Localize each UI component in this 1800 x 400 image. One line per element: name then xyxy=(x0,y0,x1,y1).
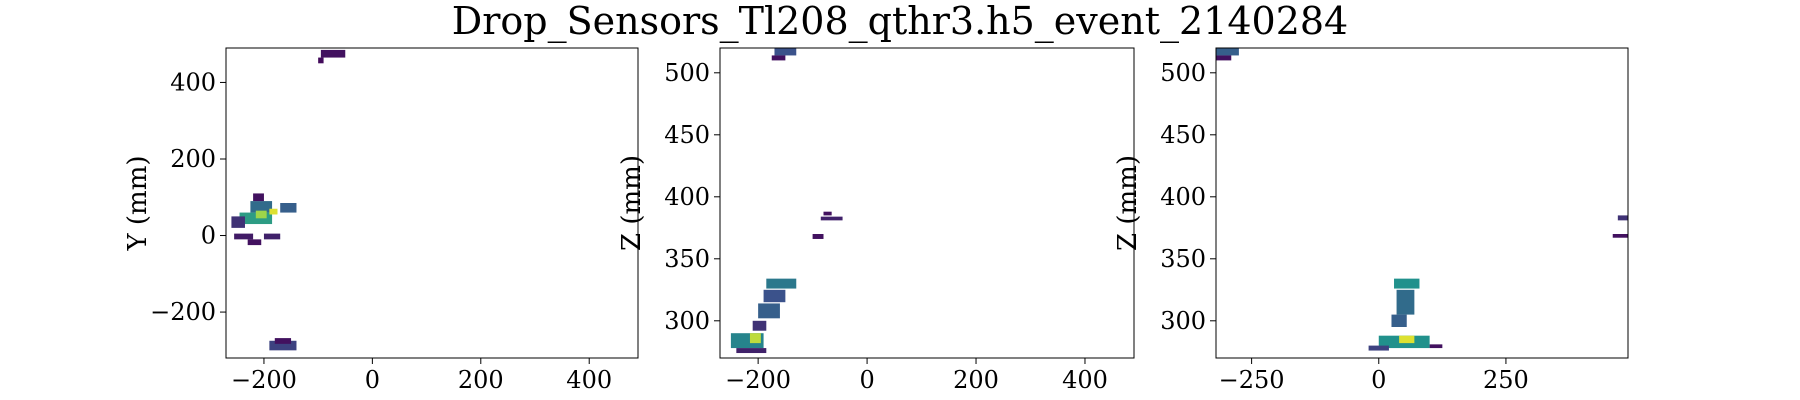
x-tick-label: 200 xyxy=(953,366,999,394)
heatmap-cell xyxy=(231,216,245,228)
y-axis-label: Z (mm) xyxy=(1113,155,1143,251)
panel-xy: −200 0 200 400 −200 0 200 400 Y (mm) xyxy=(123,47,639,394)
y-tick-label: 400 xyxy=(664,183,710,211)
heatmap-cell xyxy=(812,234,824,239)
x-tick-label: 200 xyxy=(458,366,504,394)
y-tick-label: 300 xyxy=(664,307,710,335)
heatmap-cell xyxy=(1399,335,1415,344)
heatmap-cell xyxy=(269,208,278,215)
y-axis-label: Z (mm) xyxy=(617,155,647,251)
heatmap-cell xyxy=(1394,278,1420,289)
y-tick-label: 350 xyxy=(664,245,710,273)
heatmap-cell xyxy=(255,210,267,219)
heatmap-cell xyxy=(320,49,346,58)
heatmap-cell xyxy=(736,348,767,354)
heatmap-cell xyxy=(274,338,292,344)
y-tick-label: 400 xyxy=(170,68,216,96)
plot-frame xyxy=(719,47,1135,359)
heatmap-cell xyxy=(250,201,273,213)
y-tick-label: 500 xyxy=(1160,59,1206,87)
heatmap-cell xyxy=(1617,215,1628,221)
heatmap-cell xyxy=(823,211,832,216)
heatmap-cells xyxy=(730,48,843,354)
y-tick-label: 400 xyxy=(1160,183,1206,211)
heatmap-cell xyxy=(269,340,297,351)
heatmap-cell xyxy=(749,333,761,344)
heatmap-cells xyxy=(231,49,346,351)
heatmap-cell xyxy=(766,278,797,289)
heatmap-cell xyxy=(1216,48,1239,56)
figure-title: Drop_Sensors_Tl208_qthr3.h5_event_214028… xyxy=(452,0,1348,44)
y-tick-label: 450 xyxy=(664,121,710,149)
heatmap-cell xyxy=(1429,344,1443,349)
x-tick-label: 400 xyxy=(1062,366,1108,394)
x-tick-label: 0 xyxy=(365,366,380,394)
heatmap-cell xyxy=(318,57,324,64)
heatmap-cell xyxy=(820,216,843,221)
y-tick-label: −200 xyxy=(150,298,216,326)
heatmap-cell xyxy=(247,239,262,246)
panel-yz: −250 0 250 300 350 400 450 500 Z (mm) xyxy=(1113,47,1629,394)
plot-frame xyxy=(1215,47,1629,359)
heatmap-cell xyxy=(771,55,786,61)
y-tick-label: 450 xyxy=(1160,121,1206,149)
x-tick-label: 0 xyxy=(1371,366,1386,394)
y-tick-label: 200 xyxy=(170,145,216,173)
heatmap-cell xyxy=(234,233,254,240)
y-tick-label: 0 xyxy=(201,222,216,250)
x-tick-label: 400 xyxy=(566,366,612,394)
heatmap-cell xyxy=(763,289,786,303)
heatmap-cell xyxy=(1612,234,1628,238)
heatmap-cell xyxy=(1391,314,1407,327)
y-tick-label: 300 xyxy=(1160,307,1206,335)
heatmap-cell xyxy=(280,203,297,213)
x-tick-label: −200 xyxy=(231,366,297,394)
panel-xz: −200 0 200 400 300 350 400 450 500 Z (mm) xyxy=(617,47,1135,394)
heatmap-cell xyxy=(752,320,767,331)
y-axis-label: Y (mm) xyxy=(123,155,153,251)
y-tick-label: 350 xyxy=(1160,245,1206,273)
heatmap-cell xyxy=(263,233,281,240)
y-tick-label: 500 xyxy=(664,59,710,87)
heatmap-cells xyxy=(1216,48,1628,351)
heatmap-cell xyxy=(253,193,264,202)
plot-frame xyxy=(225,47,639,359)
heatmap-cell xyxy=(1216,55,1232,61)
x-tick-label: 0 xyxy=(859,366,874,394)
x-tick-label: −200 xyxy=(725,366,791,394)
heatmap-cell xyxy=(1368,345,1389,351)
heatmap-cell xyxy=(758,303,780,319)
heatmap-cell xyxy=(1396,289,1415,315)
x-tick-label: 250 xyxy=(1483,366,1529,394)
heatmap-cell xyxy=(774,48,797,56)
x-tick-label: −250 xyxy=(1219,366,1285,394)
